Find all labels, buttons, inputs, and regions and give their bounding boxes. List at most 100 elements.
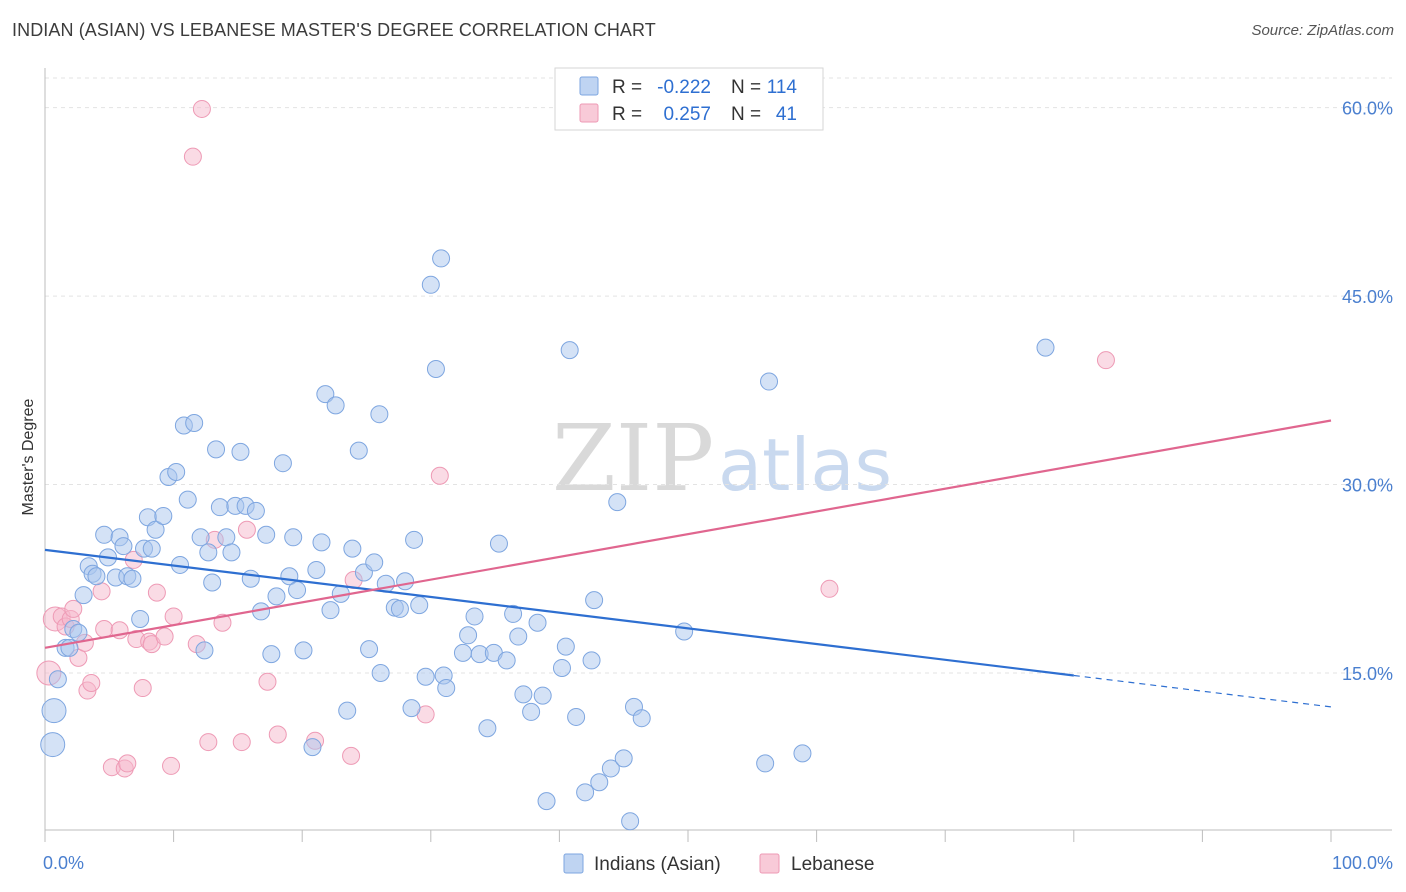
indians-point (40, 732, 66, 758)
lebanese-point (118, 754, 137, 773)
y-tick-label: 15.0% (1342, 664, 1393, 684)
indians-point (437, 679, 456, 698)
y-tick-label: 45.0% (1342, 287, 1393, 307)
indians-point (614, 749, 633, 768)
lebanese-point (183, 147, 202, 166)
lebanese-point (430, 466, 449, 485)
lebanese-point (258, 672, 277, 691)
indians-point (426, 359, 445, 378)
lebanese-point (268, 725, 287, 744)
indians-point (167, 462, 186, 481)
lebanese-point (213, 613, 232, 632)
lebanese-point (147, 583, 166, 602)
indians-point (560, 341, 579, 360)
indians-point (675, 622, 694, 641)
bottom-legend-swatch-lebanese (759, 853, 780, 874)
indians-point (453, 643, 472, 662)
indians-point (191, 528, 210, 547)
indians-point (307, 560, 326, 579)
indians-point (207, 440, 226, 459)
indians-point (210, 498, 229, 517)
legend-n-value-lebanese: 41 (776, 104, 797, 125)
lebanese-point (162, 756, 181, 775)
lebanese-point (342, 746, 361, 765)
legend-r-value-indians: -0.222 (657, 77, 711, 98)
indians-point (349, 441, 368, 460)
watermark: ZIP atlas (552, 405, 892, 512)
indians-point (585, 591, 604, 610)
series-indians-points (40, 249, 1055, 831)
indians-point (402, 699, 421, 718)
series-legend: Indians (Asian) Lebanese (563, 853, 874, 875)
indians-point (582, 651, 601, 670)
watermark-atlas: atlas (718, 423, 892, 507)
indians-point (95, 525, 114, 544)
indians-point (267, 587, 286, 606)
legend-swatch-indians (579, 76, 599, 96)
stats-legend: R = -0.222 N = 114 R = 0.257 N = 41 (554, 67, 824, 131)
indians-point (421, 275, 440, 294)
lebanese-point (192, 99, 211, 118)
indians-point (371, 663, 390, 682)
indians-point (87, 567, 106, 586)
indians-point (497, 651, 516, 670)
y-tick-label: 30.0% (1342, 476, 1393, 496)
indians-point (178, 490, 197, 509)
indians-point (533, 686, 552, 705)
indians-point (396, 572, 415, 591)
y-axis-title: Master's Degree (20, 398, 37, 515)
bottom-legend-swatch-indians (563, 853, 584, 874)
indians-point (465, 607, 484, 626)
indians-point (203, 573, 222, 592)
indians-point (222, 543, 241, 562)
lebanese-point (92, 582, 111, 601)
lebanese-point (232, 733, 251, 752)
indians-point (537, 792, 556, 811)
indians-point (131, 609, 150, 628)
lebanese-point (155, 627, 174, 646)
indians-point (756, 754, 775, 773)
indians-point (294, 641, 313, 660)
trendline-indians (44, 548, 1074, 677)
legend-swatch-lebanese (579, 103, 599, 123)
indians-point (621, 812, 640, 831)
indians-point (288, 581, 307, 600)
chart-title: INDIAN (ASIAN) VS LEBANESE MASTER'S DEGR… (12, 20, 656, 40)
indians-point (246, 501, 265, 520)
legend-r-label-indians: R = (612, 77, 642, 98)
indians-point (262, 645, 281, 664)
indians-point (590, 773, 609, 792)
indians-point (321, 601, 340, 620)
lebanese-point (199, 733, 218, 752)
indians-point (199, 543, 218, 562)
lebanese-point (164, 607, 183, 626)
source-label: Source: ZipAtlas.com (1251, 22, 1394, 39)
indians-point (41, 698, 67, 724)
indians-point (195, 641, 214, 660)
indians-point (432, 249, 451, 268)
indians-point (48, 670, 67, 689)
x-tick-label-min: 0.0% (43, 853, 84, 873)
trendline-lebanese (44, 419, 1332, 649)
indians-point (217, 528, 236, 547)
indians-point (608, 493, 627, 512)
trendline-indians-extension (1073, 674, 1332, 708)
indians-point (459, 626, 478, 645)
indians-point (123, 569, 142, 588)
indians-point (514, 685, 533, 704)
indians-point (556, 637, 575, 656)
stats-legend-box (554, 67, 824, 131)
indians-point (142, 539, 161, 558)
indians-point (567, 707, 586, 726)
indians-point (504, 604, 523, 623)
indians-point (273, 454, 292, 473)
indians-point (365, 553, 384, 572)
indians-point (793, 744, 812, 763)
lebanese-point (133, 679, 152, 698)
indians-point (390, 599, 409, 618)
indians-point (509, 627, 528, 646)
legend-r-value-lebanese: 0.257 (663, 104, 711, 125)
indians-point (257, 525, 276, 544)
indians-point (231, 442, 250, 461)
indians-point (576, 783, 595, 802)
